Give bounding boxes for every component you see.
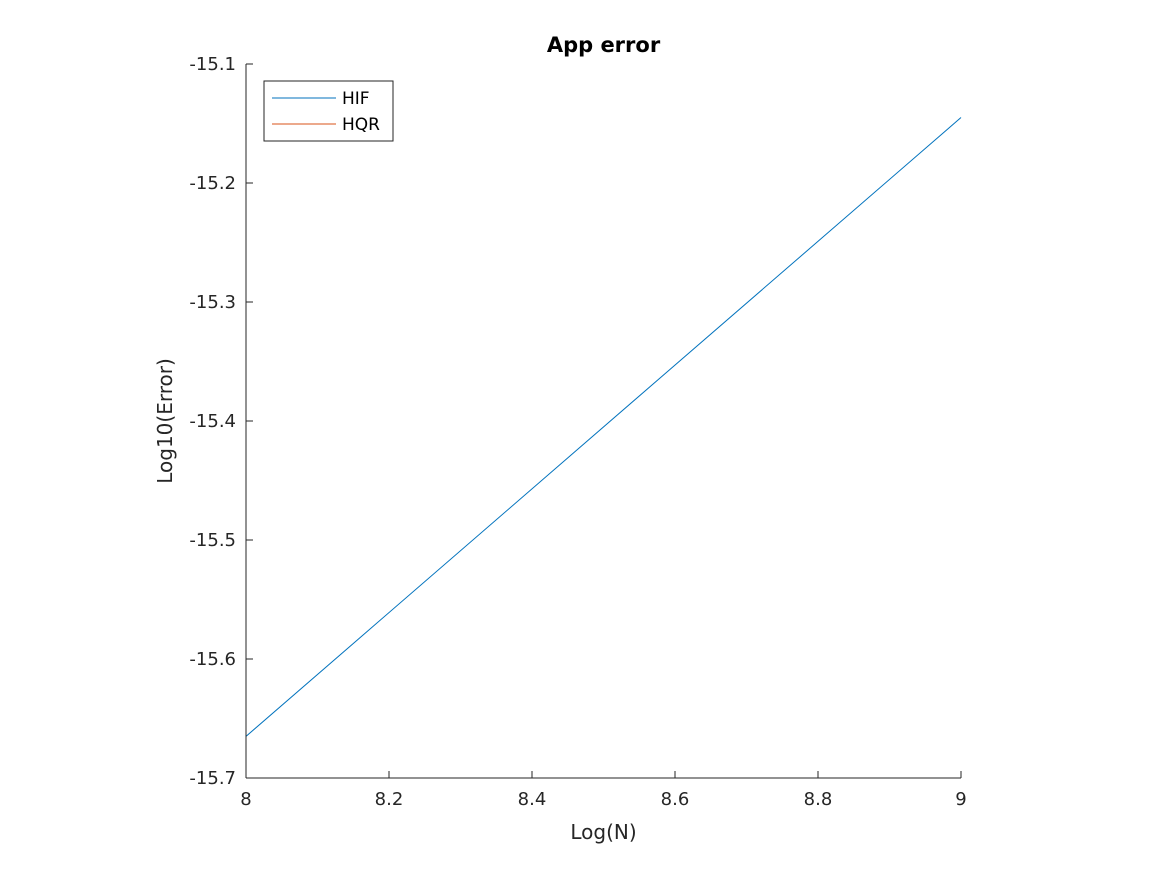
series-group [245,117,962,737]
y-axis-label: Log10(Error) [153,358,177,484]
y-tick-label: -15.4 [189,411,236,432]
legend: HIF HQR [263,80,394,142]
y-tick-label: -15.5 [189,530,236,551]
y-tick-label: -15.6 [189,649,236,670]
x-tick-label: 8 [240,789,251,810]
x-axis-ticks: 8 8.2 8.4 8.6 8.8 9 [240,771,967,810]
x-tick-label: 8.8 [804,789,833,810]
x-tick-label: 8.6 [661,789,690,810]
x-axis-label: Log(N) [570,820,636,844]
x-tick-label: 9 [955,789,966,810]
y-tick-label: -15.3 [189,292,236,313]
x-tick-label: 8.2 [375,789,404,810]
y-axis-ticks: -15.1 -15.2 -15.3 -15.4 -15.5 -15.6 -15.7 [189,54,253,789]
series-line-hif [245,117,962,737]
y-tick-label: -15.7 [189,768,236,789]
legend-label-hif: HIF [342,89,370,109]
x-tick-label: 8.4 [518,789,547,810]
y-tick-label: -15.1 [189,54,236,75]
legend-label-hqr: HQR [342,115,380,135]
y-tick-label: -15.2 [189,173,236,194]
plot-area [246,64,961,778]
chart-title: App error [547,33,661,57]
legend-box [263,80,394,142]
